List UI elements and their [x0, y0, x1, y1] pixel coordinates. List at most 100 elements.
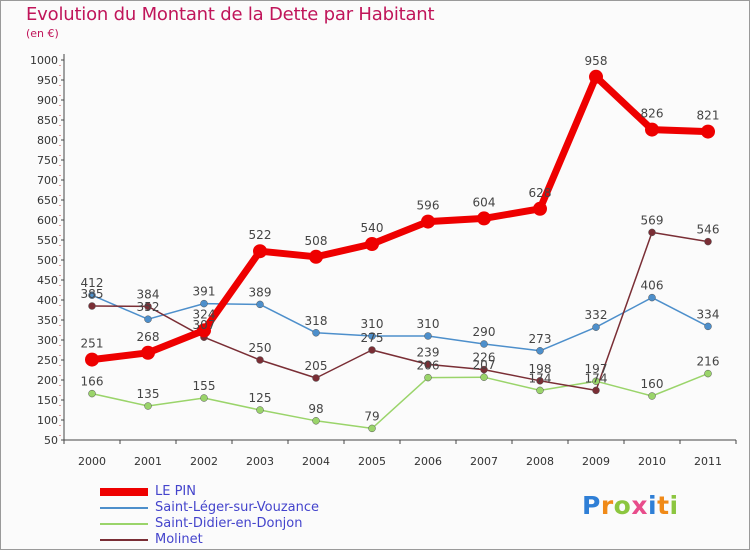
data-label: 389	[249, 285, 272, 299]
data-label: 318	[305, 314, 328, 328]
data-label: 406	[641, 279, 664, 293]
data-label: 174	[585, 371, 608, 385]
data-point	[421, 214, 435, 229]
data-point	[648, 293, 656, 302]
x-tick-label: 2005	[358, 455, 386, 468]
data-point	[365, 237, 379, 251]
data-point	[480, 365, 488, 374]
data-label: 569	[641, 213, 664, 227]
y-tick-label: 900	[37, 94, 58, 107]
data-label: 155	[193, 379, 216, 393]
proxiti-logo: Proxiti	[582, 491, 679, 520]
data-label: 384	[137, 287, 160, 301]
data-label: 540	[361, 221, 384, 235]
data-point	[88, 389, 96, 398]
data-label: 826	[641, 107, 664, 121]
y-tick-label: 950	[37, 74, 58, 87]
data-label: 385	[81, 287, 104, 301]
x-tick-label: 2006	[414, 455, 442, 468]
data-label: 332	[585, 308, 608, 322]
data-point	[648, 392, 656, 400]
data-label: 958	[585, 54, 608, 68]
y-tick-label: 550	[37, 234, 58, 247]
y-tick-label: 800	[37, 134, 58, 147]
data-label: 324	[193, 307, 216, 321]
series-lines	[91, 73, 709, 430]
legend-swatch	[100, 523, 148, 525]
data-point	[480, 373, 488, 381]
y-tick-label: 300	[37, 334, 58, 347]
series-line	[91, 73, 709, 364]
data-point	[368, 424, 376, 433]
legend-swatch	[100, 539, 148, 541]
data-point	[424, 360, 432, 369]
data-point	[256, 356, 264, 364]
data-labels: 412 352 391 389 318 310 310 290 273 332 406 334 166 1…	[81, 54, 720, 424]
x-tick-label: 2007	[470, 455, 498, 468]
x-tick-label: 2001	[134, 455, 162, 468]
series-line	[91, 294, 709, 352]
logo-letter: t	[657, 491, 670, 520]
data-label: 268	[137, 330, 160, 344]
data-point	[648, 228, 656, 237]
x-tick-label: 2000	[78, 455, 106, 468]
legend-label: Saint-Didier-en-Donjon	[155, 516, 303, 531]
data-label: 821	[697, 109, 720, 123]
chart-title: Evolution du Montant de la Dette par Hab…	[26, 4, 435, 25]
legend-label: Molinet	[155, 532, 203, 547]
data-label: 546	[697, 223, 720, 237]
unit-label: (en €)	[26, 27, 59, 40]
y-tick-label: 650	[37, 194, 58, 207]
y-tick-label: 450	[37, 274, 58, 287]
y-tick-label: 1000	[30, 54, 58, 67]
data-point	[144, 402, 152, 410]
data-point	[645, 122, 659, 137]
legend-swatch	[100, 488, 148, 496]
y-tick-label: 750	[37, 154, 58, 167]
data-point	[141, 345, 155, 360]
data-point	[312, 374, 320, 382]
x-tick-label: 2008	[526, 455, 554, 468]
y-tick-label: 500	[37, 254, 58, 267]
y-tick-label: 400	[37, 294, 58, 307]
series-line	[91, 372, 709, 430]
data-label: 273	[529, 332, 552, 346]
data-point	[200, 394, 208, 402]
data-label: 160	[641, 377, 664, 391]
y-tick-label: 50	[44, 434, 58, 447]
data-point	[144, 315, 152, 323]
data-point	[197, 323, 211, 338]
data-label: 391	[193, 285, 216, 299]
data-point	[88, 302, 96, 310]
data-label: 522	[249, 228, 272, 242]
data-point	[88, 291, 96, 299]
data-point	[424, 332, 432, 340]
data-label: 412	[81, 276, 104, 290]
logo-letter: x	[631, 491, 648, 520]
data-point	[701, 124, 715, 139]
x-tick-label: 2002	[190, 455, 218, 468]
logo-letter: r	[600, 491, 614, 520]
data-label: 207	[473, 358, 496, 372]
data-label: 174	[529, 371, 552, 385]
legend-label: LE PIN	[155, 484, 196, 499]
y-tick-label: 100	[37, 414, 58, 427]
data-point	[256, 406, 264, 414]
y-tick-label: 700	[37, 174, 58, 187]
data-label: 226	[473, 351, 496, 365]
y-tick-label: 200	[37, 374, 58, 387]
data-label: 251	[81, 337, 104, 351]
x-tick-label: 2010	[638, 455, 666, 468]
legend-swatch	[100, 507, 148, 509]
data-point	[536, 377, 544, 385]
data-label: 307	[193, 318, 216, 332]
y-tick-label: 150	[37, 394, 58, 407]
logo-letter: P	[582, 491, 601, 520]
data-point	[536, 386, 544, 395]
data-point	[256, 300, 264, 309]
data-point	[704, 237, 712, 246]
data-point	[592, 377, 600, 385]
data-point	[312, 329, 320, 337]
x-tick-label: 2004	[302, 455, 330, 468]
